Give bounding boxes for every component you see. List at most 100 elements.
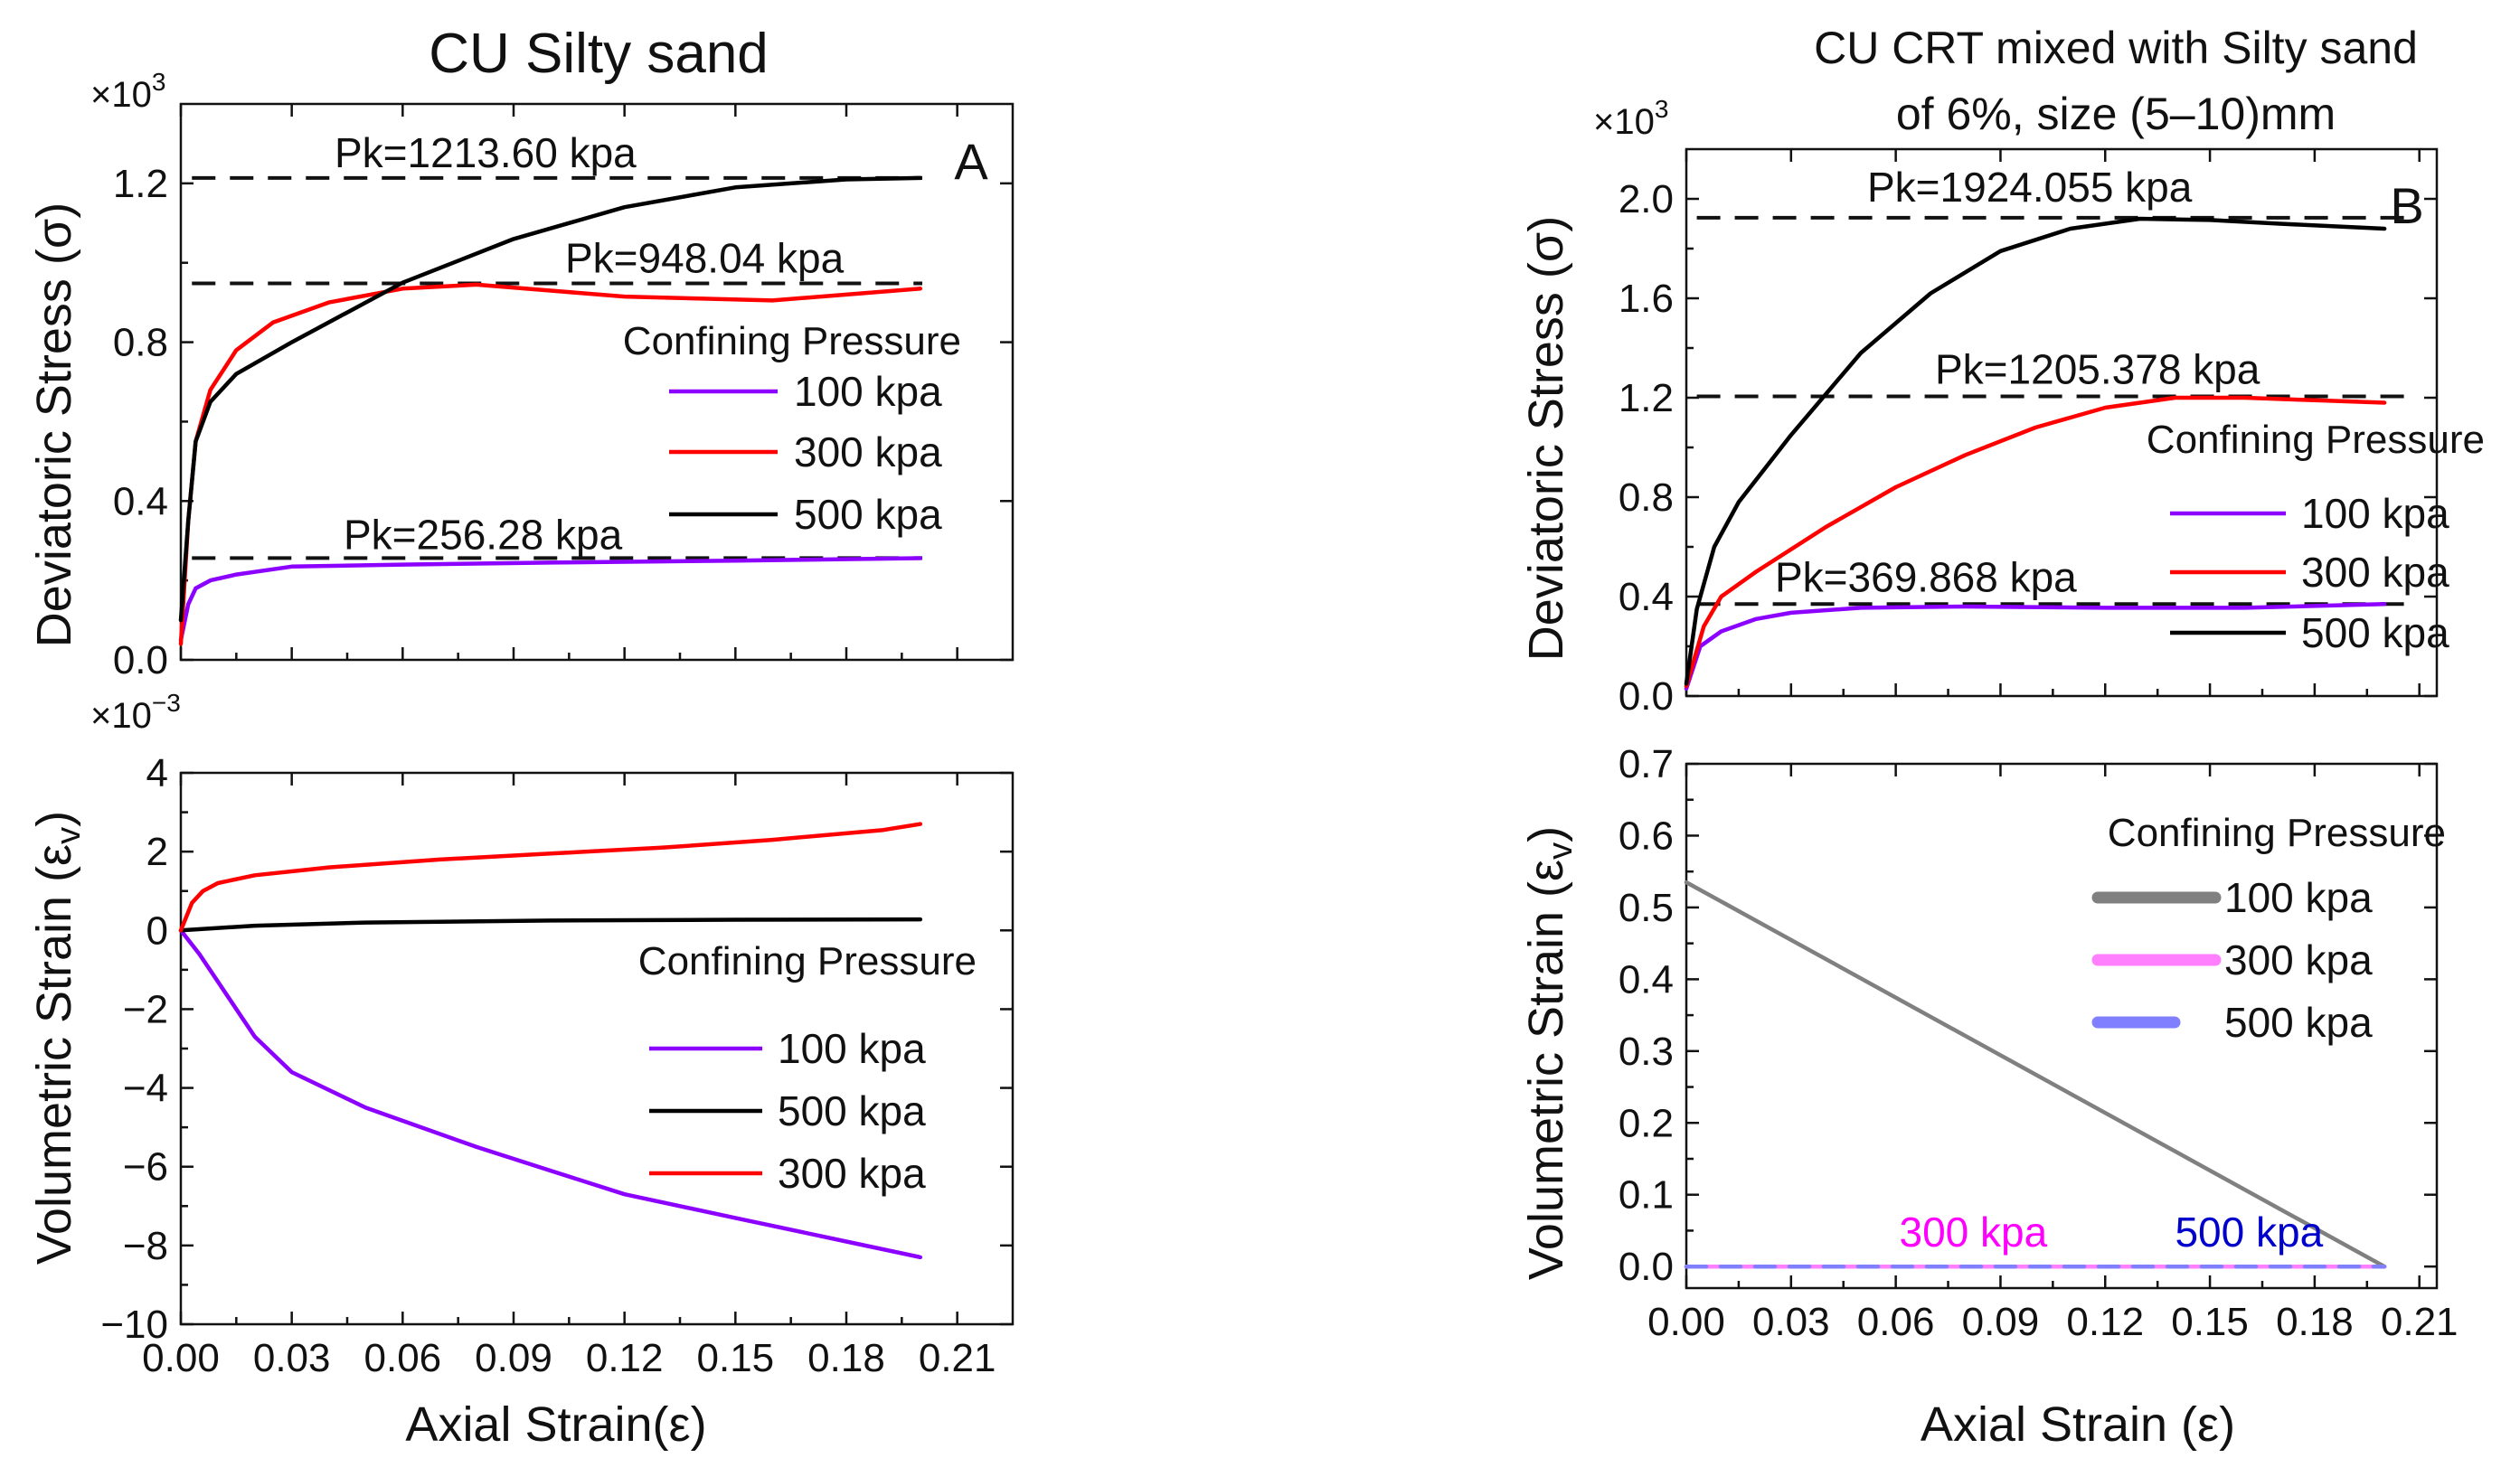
legend-label-500: 500 kpa [794,491,942,538]
legend-title: Confining Pressure [2147,418,2485,462]
y-tick-label: −6 [123,1145,168,1190]
y-axis-label: Deviatoric Stress (σ) [27,202,81,647]
legend-label-300: 300 kpa [2301,549,2449,596]
legend-label-500: 500 kpa [2224,999,2373,1046]
series-group [178,175,923,646]
plot-frame [1685,147,2439,698]
panel-label: B [2390,177,2423,234]
y-tick-label: 0.0 [113,638,168,682]
plot-frame [1685,762,2439,1290]
y-multiplier: ×103 [1593,95,1668,142]
peak-label: Pk=1924.055 kpa [1867,164,2193,211]
axis-ticks: 0.0 0.1 0.2 0.3 0.4 0.5 0.6 0.7 0.00 0.03 0.06 0.09… [1619,742,2459,1344]
series-line-300-kpa [1684,395,2387,689]
plot-frame [179,102,1015,662]
y-axis-label: Volumetric Strain (εv) [1519,826,1580,1280]
x-tick-label: 0.21 [919,1336,996,1380]
series-group [178,822,923,1260]
panel-a-volumetric-strain-chart: ×10−3 Volumetric Strain (εv) −10 −8 −6 −4 −2… [27,689,1015,1452]
panel-b-deviatoric-stress-chart: CU CRT mixed with Silty sand of 6%, size… [1519,23,2485,719]
y-ticks: 0.0 0.4 0.8 1.2 [113,104,1013,682]
peak-label: Pk=256.28 kpa [344,511,623,558]
x-tick-label: 0.03 [253,1336,331,1380]
series-line-100-kpa [178,928,923,1260]
y-ticks: 0.0 0.4 0.8 1.2 1.6 2.0 [1619,149,2437,719]
series-group [1684,216,2387,691]
y-tick-label: 1.2 [113,162,168,206]
panel-label: A [954,133,988,190]
series-line-100-kpa [1684,880,2387,1269]
legend-title: Confining Pressure [638,939,977,983]
y-tick-label: 0.5 [1619,886,1674,930]
y-tick-label: 0.8 [1619,475,1674,520]
x-tick-label: 0.21 [2381,1300,2459,1344]
x-tick-label: 0.12 [586,1336,664,1380]
y-tick-label: 0.7 [1619,742,1674,786]
x-tick-label: 0.06 [364,1336,442,1380]
series-line-100-kpa [1684,602,2387,691]
legend-title: Confining Pressure [623,319,961,363]
annotations: 300 kpa 500 kpa [1899,1209,2323,1256]
y-tick-label: 2.0 [1619,177,1674,221]
x-tick-label: 0.09 [1962,1300,2040,1344]
x-tick-label: 0.00 [1647,1300,1725,1344]
y-axis-label: Volumetric Strain (εv) [27,811,88,1265]
y-tick-label: 1.6 [1619,277,1674,321]
chart-title: CU Silty sand [429,23,769,85]
y-tick-label: 2 [146,830,168,874]
y-multiplier: ×10−3 [90,689,181,736]
y-tick-label: 0.4 [1619,575,1674,619]
legend-label-300: 300 kpa [778,1150,926,1197]
legend-label-300: 300 kpa [794,428,942,475]
x-tick-label: 0.18 [2276,1300,2354,1344]
series-line-500-kpa [178,917,923,933]
y-tick-label: 0.3 [1619,1030,1674,1074]
y-tick-label: 0.2 [1619,1101,1674,1145]
y-axis-label: Deviatoric Stress (σ) [1519,216,1573,661]
peak-label: Pk=1213.60 kpa [335,129,637,176]
x-tick-label: 0.18 [807,1336,885,1380]
x-tick-label: 0.03 [1752,1300,1830,1344]
series-group [1684,880,2387,1269]
reference-lines: Pk=1924.055 kpa Pk=1205.378 kpa Pk=369.868… [1696,164,2405,607]
legend: Confining Pressure 100 kpa 300 kpa 500 k… [2147,418,2485,656]
x-tick-label: 0.09 [475,1336,552,1380]
y-tick-label: −4 [123,1067,168,1111]
y-tick-label: 0.6 [1619,814,1674,858]
chart-title-line-1: CU CRT mixed with Silty sand [1814,23,2418,73]
inline-label: 500 kpa [2175,1209,2323,1256]
y-tick-label: 0.0 [1619,1245,1674,1289]
peak-label: Pk=369.868 kpa [1775,553,2077,600]
series-line-500-kpa [1684,216,2387,686]
x-axis-label: Axial Strain (ε) [1921,1397,2235,1452]
y-tick-label: 4 [146,751,168,795]
legend-label-300: 300 kpa [2224,936,2373,983]
panel-b-volumetric-strain-chart: Volumetric Strain (εv) 0.00.10.20.30.40.… [1519,742,2459,1452]
y-tick-label: −8 [123,1224,168,1268]
legend-label-100: 100 kpa [2301,490,2449,537]
y-tick-label: 0.0 [1619,674,1674,719]
series-line-100-kpa [178,556,923,643]
y-tick-label: −2 [123,987,168,1031]
x-tick-label: 0.12 [2066,1300,2144,1344]
axis-ticks: −10 −8 −6 −4 −2 0 2 4 0.00 0.03 0.06 0.09 0.12 0.15 0.… [100,751,1013,1380]
legend: Confining Pressure 100 kpa 300 kpa 500 k… [623,319,961,538]
series-line-300-kpa [178,822,923,933]
y-tick-label: 0.1 [1619,1173,1674,1218]
x-tick-label: 0.15 [697,1336,775,1380]
legend-label-100: 100 kpa [2224,874,2373,921]
x-tick-label: 0.15 [2171,1300,2249,1344]
y-tick-label: −10 [100,1303,168,1347]
peak-label: Pk=948.04 kpa [565,235,845,282]
legend-label-500: 500 kpa [778,1087,926,1134]
legend-label-100: 100 kpa [794,368,942,415]
y-tick-label: 0.8 [113,321,168,365]
legend: Confining Pressure 100 kpa 300 kpa 500 k… [2091,811,2446,1046]
series-line-500-kpa [178,175,923,623]
x-tick-label: 0.06 [1857,1300,1935,1344]
x-tick-label: 0.00 [142,1336,220,1380]
y-tick-label: 0 [146,908,168,953]
peak-label: Pk=1205.378 kpa [1935,346,2260,393]
y-tick-label: 0.4 [1619,957,1674,1002]
